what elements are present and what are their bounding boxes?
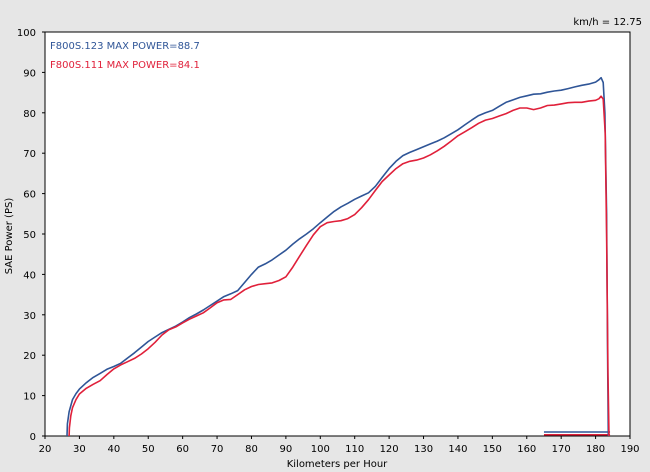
y-tick-label: 80 [23,109,36,120]
series-line-1 [66,76,610,437]
x-tick-label: 110 [345,444,364,455]
x-tick-label: 180 [586,444,605,455]
annotation-kmh: km/h = 12.75 [573,17,642,28]
x-tick-label: 140 [448,444,467,455]
series-line-2 [68,95,610,437]
x-tick-label: 60 [176,444,189,455]
x-tick-label: 70 [211,444,224,455]
y-tick-label: 10 [23,392,36,403]
y-tick-label: 0 [30,432,36,443]
x-tick-label: 90 [280,444,293,455]
x-tick-label: 190 [620,444,639,455]
x-axis-label: Kilometers per Hour [287,459,388,470]
y-tick-label: 70 [23,149,36,160]
y-tick-label: 30 [23,311,36,322]
y-tick-label: 50 [23,230,36,241]
x-tick-label: 20 [39,444,52,455]
y-tick-label: 20 [23,351,36,362]
x-tick-label: 150 [483,444,502,455]
y-tick-label: 40 [23,270,36,281]
legend-entry-1: F800S.123 MAX POWER=88.7 [50,41,200,52]
series-layer [66,76,611,437]
y-axis-ticks: 0 10 20 30 40 50 60 70 80 90 100 [17,28,45,443]
y-tick-label: 100 [17,28,36,39]
y-tick-label: 60 [23,190,36,201]
plot-area [44,31,631,437]
y-axis-label: SAE Power (PS) [4,198,15,275]
x-tick-label: 80 [245,444,258,455]
x-tick-label: 130 [414,444,433,455]
x-tick-label: 170 [552,444,571,455]
x-tick-label: 50 [142,444,155,455]
x-axis-ticks: 20 30 40 50 60 70 80 90 100 110 120 130 140 150 160 170… [39,436,640,455]
x-tick-label: 30 [73,444,86,455]
x-tick-label: 160 [517,444,536,455]
y-tick-label: 90 [23,68,36,79]
x-tick-label: 120 [380,444,399,455]
x-tick-label: 100 [311,444,330,455]
legend-entry-2: F800S.111 MAX POWER=84.1 [50,60,200,71]
x-tick-label: 40 [107,444,120,455]
